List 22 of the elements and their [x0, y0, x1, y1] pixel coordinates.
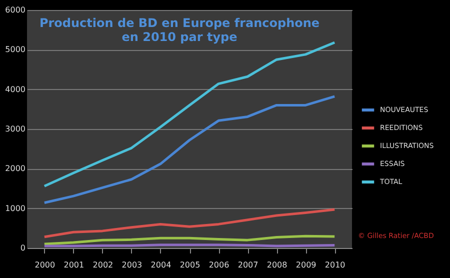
y-tick-label: 5000 — [5, 45, 26, 54]
text: Production de BD en Europe francophone en 2010 par type — [39, 16, 320, 44]
x-tick-label: 2008 — [266, 260, 288, 270]
x-tick-label: 2010 — [324, 260, 346, 270]
x-tick-label: 2003 — [122, 260, 142, 270]
y-tick-label: 2000 — [5, 164, 26, 174]
line-series — [43, 95, 336, 204]
y-tick-label: 0 — [20, 244, 26, 252]
x-tick-label: 2004 — [150, 260, 172, 270]
line-series — [43, 208, 336, 238]
x-tick-label: 2005 — [180, 260, 200, 270]
x-tick-label: 2001 — [64, 260, 84, 270]
y-tick-label: 3000 — [5, 124, 26, 134]
x-tick-label: 2002 — [92, 260, 114, 270]
x-tick-label: 2009 — [296, 260, 316, 270]
x-tick-label: 2007 — [238, 260, 258, 270]
y-tick-label: 6000 — [5, 6, 26, 14]
x-tick-label: 2000 — [34, 260, 56, 270]
x-tick-label: 2006 — [208, 260, 230, 270]
y-tick-label: 4000 — [5, 84, 26, 94]
y-tick-label: 1000 — [5, 204, 26, 213]
line-series — [43, 234, 336, 246]
